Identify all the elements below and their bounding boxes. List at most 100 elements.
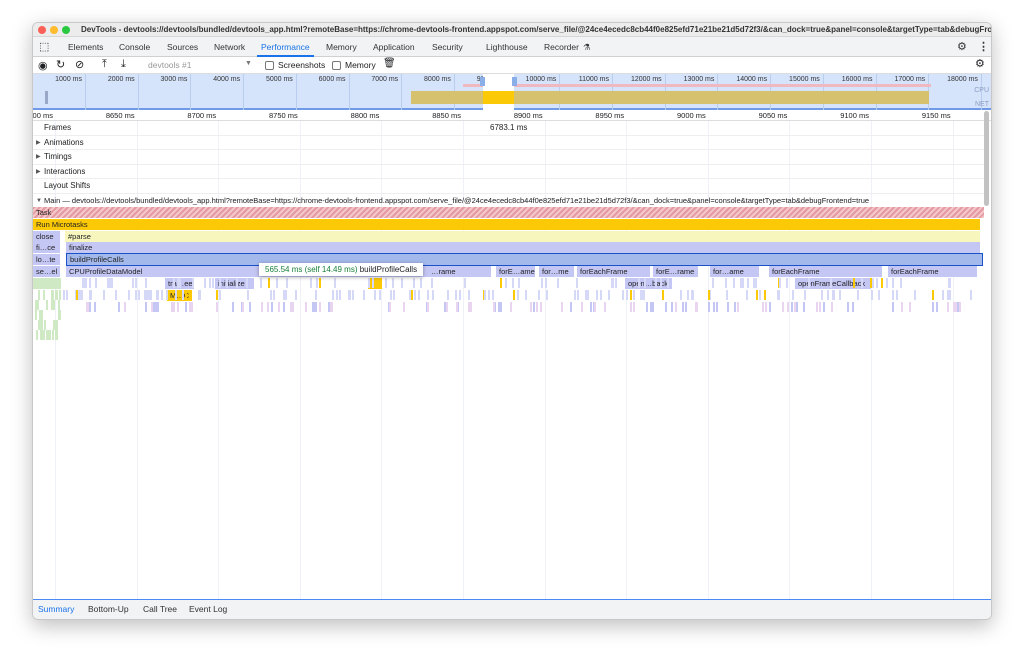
flame-slice[interactable] [282, 290, 285, 300]
flame-slice[interactable] [745, 290, 748, 300]
flame-slice[interactable] [389, 290, 392, 300]
flame-slice[interactable] [318, 302, 321, 312]
flame-slice[interactable] [504, 278, 507, 288]
flame-slice[interactable] [409, 290, 412, 300]
flame-slice[interactable] [283, 302, 286, 312]
flame-slice[interactable] [870, 290, 873, 300]
flame-slice[interactable] [181, 290, 184, 300]
flame-slice[interactable] [484, 290, 487, 300]
flame-slice[interactable] [246, 278, 249, 288]
flame-slice[interactable] [818, 302, 821, 312]
flame-close[interactable]: close [33, 231, 61, 242]
flame-slice[interactable] [44, 320, 47, 330]
flame-seel[interactable]: se…el [33, 266, 61, 277]
expand-icon[interactable]: ▶ [36, 139, 41, 146]
flame-slice[interactable] [736, 302, 739, 312]
flame-slice[interactable] [41, 310, 44, 320]
flame-for-each-frame[interactable]: for…ame [710, 266, 760, 277]
flame-slice[interactable] [881, 278, 884, 288]
flame-slice[interactable] [43, 330, 46, 340]
flame-slice[interactable] [952, 302, 955, 312]
flame-slice[interactable] [378, 290, 381, 300]
flame-slice[interactable] [35, 330, 38, 340]
flame-slice[interactable] [948, 290, 951, 300]
flame-slice[interactable] [492, 290, 495, 300]
tab-application[interactable]: Application [373, 42, 415, 52]
flame-slice[interactable] [374, 290, 377, 300]
flame-for-each-frame[interactable]: …rame [428, 266, 492, 277]
flame-slice[interactable] [284, 290, 287, 300]
flame-slice[interactable] [494, 302, 497, 312]
capture-settings-gear-icon[interactable]: ⚙ [975, 58, 985, 70]
flame-slice[interactable] [612, 278, 615, 288]
flame-slice[interactable] [226, 278, 229, 288]
flame-slice[interactable] [667, 278, 670, 288]
expand-icon[interactable]: ▶ [36, 168, 41, 175]
flame-slice[interactable] [625, 290, 628, 300]
flame-slice[interactable] [38, 310, 41, 320]
flame-slice[interactable] [740, 278, 743, 288]
flame-slice[interactable] [875, 278, 878, 288]
flame-slice[interactable] [726, 302, 729, 312]
flame-slice[interactable] [681, 302, 684, 312]
flame-slice[interactable] [368, 278, 371, 288]
flame-slice[interactable] [240, 302, 243, 312]
flame-slice[interactable] [134, 278, 137, 288]
flame-slice[interactable] [53, 320, 56, 330]
flame-slice[interactable] [603, 302, 606, 312]
flame-slice[interactable] [679, 290, 682, 300]
flame-slice[interactable] [85, 302, 88, 312]
flame-slice[interactable] [185, 290, 188, 300]
flame-slice[interactable] [197, 290, 200, 300]
flame-slice[interactable] [35, 310, 38, 320]
flame-run-microtasks[interactable]: Run Microtasks [33, 219, 981, 230]
flame-slice[interactable] [545, 278, 548, 288]
flame-slice[interactable] [51, 290, 54, 300]
flame-slice[interactable] [123, 302, 126, 312]
flame-slice[interactable] [270, 290, 273, 300]
flame-slice[interactable] [949, 278, 952, 288]
flame-slice[interactable] [52, 300, 55, 310]
flame-slice[interactable] [726, 290, 729, 300]
flame-slice[interactable] [47, 330, 50, 340]
flame-slice[interactable] [36, 300, 39, 310]
flame-slice[interactable] [711, 278, 714, 288]
flame-for-each-frame[interactable]: forE…ame [496, 266, 536, 277]
flame-slice[interactable] [305, 302, 308, 312]
screenshots-checkbox[interactable] [265, 61, 274, 70]
flame-slice[interactable] [540, 302, 543, 312]
flame-slice[interactable] [511, 278, 514, 288]
flame-parse[interactable]: #parse [65, 231, 981, 242]
flame-slice[interactable] [746, 278, 749, 288]
tab-elements[interactable]: Elements [68, 42, 104, 52]
flame-slice[interactable] [63, 290, 66, 300]
flame-slice[interactable] [777, 290, 780, 300]
flame-slice[interactable] [661, 290, 664, 300]
flame-slice[interactable] [153, 302, 156, 312]
flame-slice[interactable] [691, 290, 694, 300]
flame-slice[interactable] [43, 290, 46, 300]
flame-slice[interactable] [629, 290, 632, 300]
flame-slice[interactable] [670, 302, 673, 312]
flame-slice[interactable] [427, 302, 430, 312]
flame-slice[interactable] [500, 278, 503, 288]
flame-slice[interactable] [935, 302, 938, 312]
flame-slice[interactable] [286, 278, 289, 288]
flame-slice[interactable] [823, 302, 826, 312]
timings-track[interactable]: ▶ Timings [33, 150, 985, 165]
flame-slice[interactable] [793, 302, 796, 312]
flame-slice[interactable] [313, 302, 316, 312]
flame-slice[interactable] [804, 290, 807, 300]
flame-slice[interactable] [55, 330, 58, 340]
flame-slice[interactable] [400, 278, 403, 288]
flame-slice[interactable] [426, 290, 429, 300]
flame-finalize[interactable]: finalize [66, 242, 981, 253]
flame-for-each-frame[interactable]: forEachFrame [769, 266, 883, 277]
flame-slice[interactable] [763, 290, 766, 300]
download-icon[interactable]: ⤓ [121, 58, 126, 70]
flame-slice[interactable] [46, 300, 49, 310]
flame-slice[interactable] [418, 290, 421, 300]
flame-slice[interactable] [871, 278, 874, 288]
flame-slice[interactable] [185, 302, 188, 312]
flame-slice[interactable] [192, 278, 195, 288]
